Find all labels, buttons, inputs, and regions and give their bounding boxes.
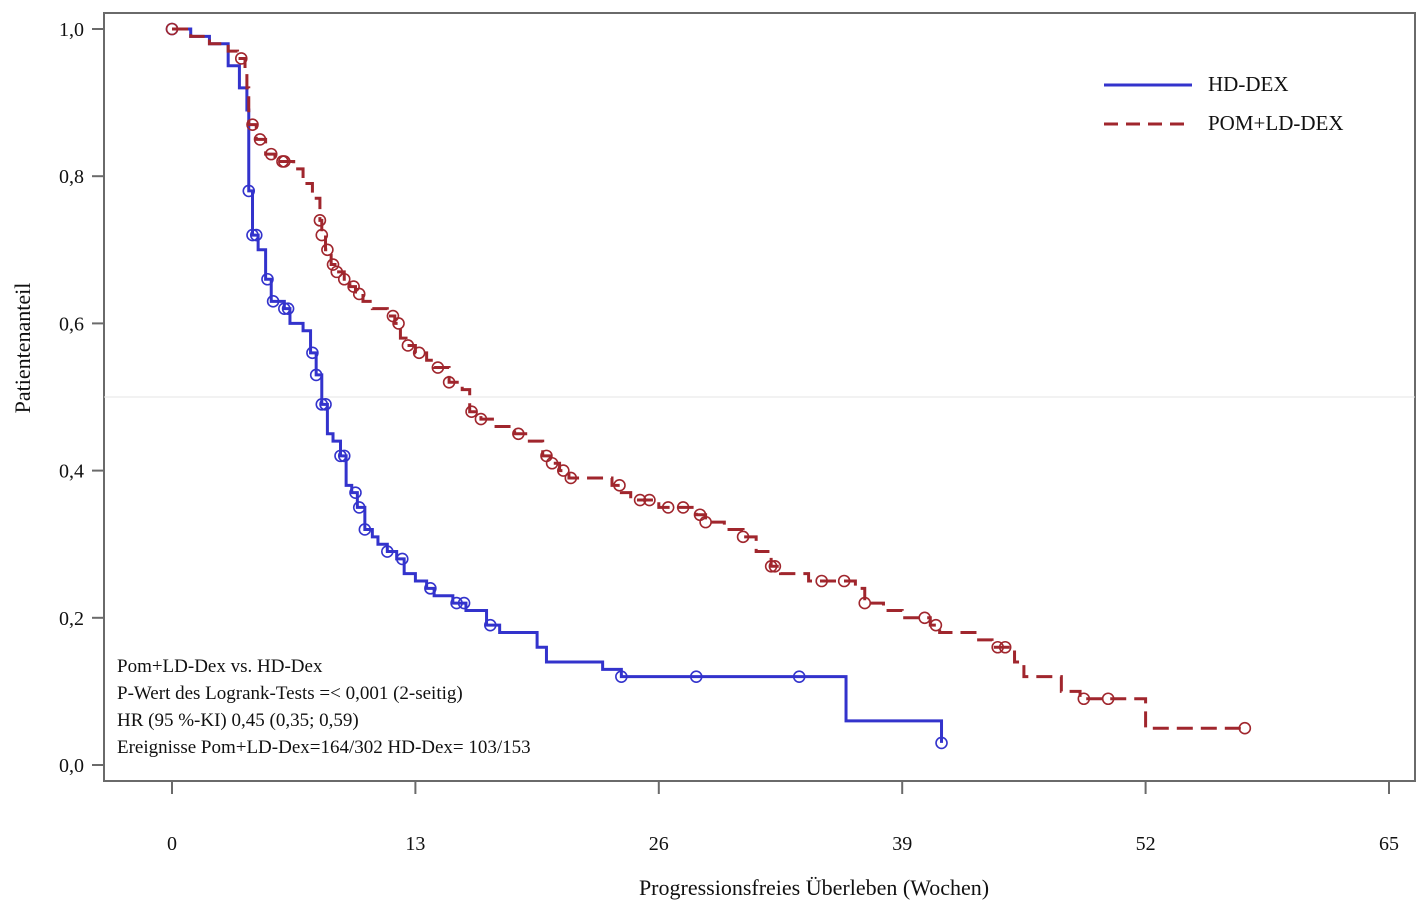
y-tick-label: 0,2 <box>59 608 84 630</box>
censor-mark-pom-ld-dex <box>929 618 943 632</box>
censor-mark-pom-ld-dex <box>545 456 559 470</box>
censor-mark-pom-ld-dex <box>234 52 248 65</box>
censor-mark-hd-dex <box>242 184 256 198</box>
censor-mark-hd-dex <box>309 368 323 382</box>
censor-mark-pom-ld-dex <box>564 471 578 485</box>
censor-mark-hd-dex <box>381 545 394 558</box>
censor-mark-pom-ld-dex <box>736 530 750 544</box>
censor-mark-pom-ld-dex <box>676 501 690 514</box>
censor-mark-pom-ld-dex <box>998 640 1012 654</box>
censor-mark-pom-ld-dex <box>557 464 570 477</box>
censor-mark-pom-ld-dex <box>392 317 405 330</box>
censor-mark-pom-ld-dex <box>815 574 828 588</box>
censor-mark-pom-ld-dex <box>253 133 267 146</box>
censor-mark-hd-dex <box>792 670 806 683</box>
censor-mark-hd-dex <box>349 486 362 499</box>
x-tick-label: 0 <box>167 833 177 855</box>
censor-mark-hd-dex <box>352 501 366 514</box>
censor-mark-pom-ld-dex <box>412 346 426 360</box>
y-tick-label: 0,4 <box>59 461 84 483</box>
censor-mark-hd-dex <box>483 618 497 632</box>
series-line-hd-dex <box>172 27 944 743</box>
annotation-events: Ereignisse Pom+LD-Dex=164/302 HD-Dex= 10… <box>117 737 531 758</box>
stats-annotation: Pom+LD-Dex vs. HD-Dex P-Wert des Logrank… <box>117 656 531 758</box>
x-tick-label: 52 <box>1136 833 1156 855</box>
censor-mark-pom-ld-dex <box>633 493 647 507</box>
censor-mark-pom-ld-dex <box>278 155 291 168</box>
censor-mark-hd-dex <box>334 449 347 463</box>
y-tick-label: 1,0 <box>59 19 84 41</box>
y-tick-label: 0,6 <box>59 313 84 335</box>
censor-mark-pom-ld-dex <box>613 479 626 492</box>
censor-mark-pom-ld-dex <box>1077 692 1091 706</box>
censor-mark-hd-dex <box>249 228 263 242</box>
series-layer <box>165 22 1252 750</box>
censor-mark-pom-ld-dex <box>313 214 327 227</box>
censor-mark-pom-ld-dex <box>512 427 525 441</box>
censor-mark-hd-dex <box>337 449 351 463</box>
censor-mark-pom-ld-dex <box>643 493 656 507</box>
censor-mark-pom-ld-dex <box>264 147 278 161</box>
series-hd-dex <box>165 22 948 750</box>
censor-mark-pom-ld-dex <box>764 559 778 573</box>
censor-mark-pom-ld-dex <box>858 596 872 610</box>
x-axis: 0 13 26 39 52 65 <box>167 781 1399 855</box>
legend: HD-DEX POM+LD-DEX <box>1104 72 1344 135</box>
censor-mark-pom-ld-dex <box>401 339 415 352</box>
censor-mark-hd-dex <box>615 670 628 683</box>
legend-label-pom-ld-dex: POM+LD-DEX <box>1208 111 1344 135</box>
x-tick-label: 26 <box>649 833 669 855</box>
censor-mark-pom-ld-dex <box>991 640 1004 654</box>
x-axis-title: Progressionsfreies Überleben (Wochen) <box>639 875 989 900</box>
y-axis-title: Patientenanteil <box>10 283 35 414</box>
censor-mark-pom-ld-dex <box>661 501 675 514</box>
censor-mark-hd-dex <box>306 346 319 360</box>
censor-mark-pom-ld-dex <box>837 574 851 588</box>
x-tick-label: 39 <box>892 833 912 855</box>
censor-mark-pom-ld-dex <box>246 118 259 131</box>
censor-mark-pom-ld-dex <box>337 272 351 286</box>
censor-mark-hd-dex <box>266 295 280 308</box>
censor-mark-hd-dex <box>281 302 295 315</box>
censor-mark-pom-ld-dex <box>474 412 488 426</box>
censor-mark-pom-ld-dex <box>918 611 931 625</box>
censor-mark-hd-dex <box>450 596 463 610</box>
censor-mark-hd-dex <box>689 670 703 683</box>
censor-mark-pom-ld-dex <box>699 515 712 529</box>
y-tick-label: 0,8 <box>59 166 84 188</box>
x-tick-label: 13 <box>405 833 425 855</box>
censor-mark-hd-dex <box>246 228 259 242</box>
censor-mark-hd-dex <box>935 736 948 750</box>
censor-mark-hd-dex <box>358 523 372 536</box>
censor-mark-hd-dex <box>395 552 409 566</box>
censor-mark-pom-ld-dex <box>465 405 478 419</box>
censor-mark-pom-ld-dex <box>442 375 456 389</box>
series-pom-ld-dex <box>165 22 1252 735</box>
censor-mark-pom-ld-dex <box>330 265 344 279</box>
censor-mark-pom-ld-dex <box>1238 721 1252 735</box>
censor-mark-hd-dex <box>261 272 274 286</box>
censor-mark-pom-ld-dex <box>326 258 340 271</box>
annotation-comparison: Pom+LD-Dex vs. HD-Dex <box>117 656 323 677</box>
censor-mark-pom-ld-dex <box>768 559 782 573</box>
censor-mark-pom-ld-dex <box>1101 692 1115 706</box>
censor-mark-hd-dex <box>315 398 329 411</box>
series-line-pom-ld-dex <box>172 27 1245 730</box>
censor-mark-pom-ld-dex <box>315 228 329 242</box>
censor-mark-pom-ld-dex <box>352 287 366 301</box>
censor-mark-pom-ld-dex <box>431 361 445 374</box>
annotation-p-value: P-Wert des Logrank-Tests =< 0,001 (2-sei… <box>117 683 463 704</box>
legend-label-hd-dex: HD-DEX <box>1208 72 1288 96</box>
x-tick-label: 65 <box>1379 833 1399 855</box>
y-axis: 0,0 0,2 0,4 0,6 0,8 1,0 <box>59 19 104 777</box>
censor-mark-pom-ld-dex <box>165 22 179 36</box>
y-tick-label: 0,0 <box>59 755 84 777</box>
censor-mark-hd-dex <box>278 302 291 315</box>
censor-mark-hd-dex <box>424 582 437 595</box>
censor-mark-hd-dex <box>319 398 332 411</box>
annotation-hazard-ratio: HR (95 %-KI) 0,45 (0,35; 0,59) <box>117 710 359 731</box>
censor-mark-hd-dex <box>457 596 471 610</box>
censor-mark-pom-ld-dex <box>321 243 334 257</box>
